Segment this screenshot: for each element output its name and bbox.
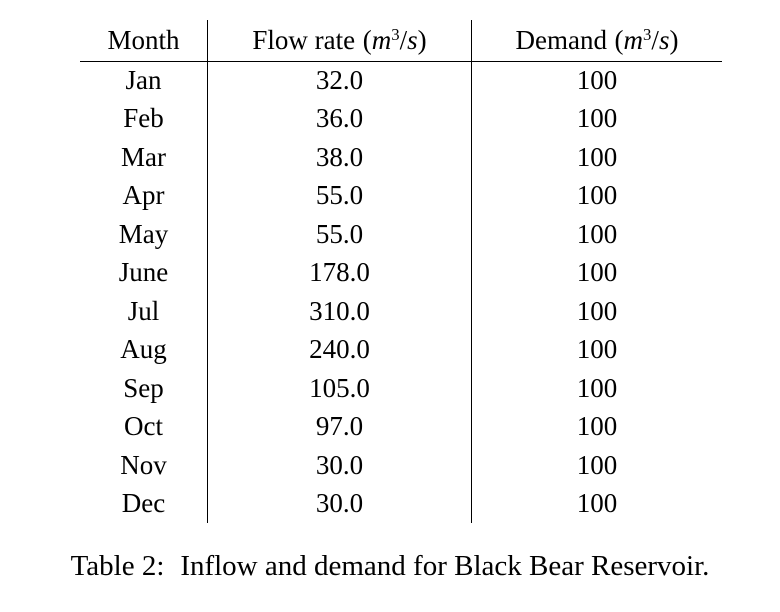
month-column-header: Month (80, 20, 208, 62)
unit-var-m: m (371, 24, 392, 55)
demand-header-label: Demand (515, 24, 607, 55)
month-cell: June (80, 253, 208, 292)
month-cell: Apr (80, 176, 208, 215)
unit-exponent: 3 (391, 24, 400, 44)
table-header: Month Flow rate (m3/s) Demand (m3/s) (80, 20, 722, 62)
month-cell: Jul (80, 292, 208, 331)
demand-cell: 100 (576, 334, 618, 365)
table-row: Sep 105.0 100 (80, 369, 722, 408)
month-cell: Nov (80, 446, 208, 485)
flow-cell: 38.0 (207, 138, 472, 177)
demand-cell: 100 (576, 257, 618, 288)
flow-cell: 178.0 (207, 253, 472, 292)
table-row: May 55.0 100 (80, 215, 722, 254)
demand-cell: 100 (576, 103, 618, 134)
flow-unit: (m3/s) (363, 25, 427, 55)
table-row: Apr 55.0 100 (80, 176, 722, 215)
unit-slash: / (399, 24, 408, 55)
table-body: Jan 32.0 100 Feb 36.0 100 Mar 38.0 100 Apr 55.0 100… (80, 61, 722, 523)
demand-cell: 100 (576, 180, 618, 211)
flow-header-label: Flow rate (252, 24, 356, 55)
unit-close-paren: ) (417, 24, 427, 55)
unit-open-paren: ( (362, 24, 372, 55)
demand-cell: 100 (576, 141, 618, 172)
month-cell: Sep (80, 369, 208, 408)
demand-cell: 100 (576, 218, 618, 249)
flow-cell: 310.0 (207, 292, 472, 331)
demand-unit: (m3/s) (615, 25, 679, 55)
table-caption: Table 2: Inflow and demand for Black Bear… (0, 549, 780, 584)
demand-cell: 100 (576, 488, 618, 519)
flow-cell: 32.0 (207, 61, 472, 100)
table-row: Oct 97.0 100 (80, 407, 722, 446)
flow-cell: 97.0 (207, 407, 472, 446)
flow-cell: 30.0 (207, 446, 472, 485)
flow-cell: 55.0 (207, 215, 472, 254)
table-row: Jul 310.0 100 (80, 292, 722, 331)
flow-cell: 240.0 (207, 330, 472, 369)
month-cell: May (80, 215, 208, 254)
demand-cell: 100 (576, 449, 618, 480)
demand-column-header: Demand (m3/s) (471, 20, 722, 62)
month-cell: Dec (80, 484, 208, 523)
table-row: Dec 30.0 100 (80, 484, 722, 523)
table-row: Aug 240.0 100 (80, 330, 722, 369)
unit-var-m: m (623, 24, 644, 55)
caption-label: Table 2: (70, 550, 165, 582)
header-row: Month Flow rate (m3/s) Demand (m3/s) (80, 20, 722, 62)
month-cell: Mar (80, 138, 208, 177)
table-row: Feb 36.0 100 (80, 99, 722, 138)
table-row: Mar 38.0 100 (80, 138, 722, 177)
table-row: Nov 30.0 100 (80, 446, 722, 485)
flow-cell: 55.0 (207, 176, 472, 215)
demand-cell: 100 (576, 295, 618, 326)
flow-cell: 36.0 (207, 99, 472, 138)
flow-cell: 30.0 (207, 484, 472, 523)
month-cell: Jan (80, 61, 208, 100)
demand-cell: 100 (576, 65, 618, 95)
unit-slash: / (651, 24, 659, 55)
unit-exponent: 3 (643, 24, 652, 44)
unit-open-paren: ( (614, 24, 624, 55)
demand-cell: 100 (576, 411, 618, 442)
flow-cell: 105.0 (207, 369, 472, 408)
month-cell: Feb (80, 99, 208, 138)
unit-var-s: s (658, 24, 670, 55)
table-row: Jan 32.0 100 (80, 61, 722, 100)
unit-close-paren: ) (669, 24, 679, 55)
month-cell: Oct (80, 407, 208, 446)
caption-text: Inflow and demand for Black Bear Reservo… (180, 550, 710, 582)
inflow-demand-table: Month Flow rate (m3/s) Demand (m3/s) Jan 32… (80, 20, 722, 523)
unit-var-s: s (407, 24, 418, 55)
table-row: June 178.0 100 (80, 253, 722, 292)
demand-cell: 100 (576, 372, 618, 403)
month-header-label: Month (107, 24, 180, 55)
month-cell: Aug (80, 330, 208, 369)
flow-rate-column-header: Flow rate (m3/s) (207, 20, 472, 62)
